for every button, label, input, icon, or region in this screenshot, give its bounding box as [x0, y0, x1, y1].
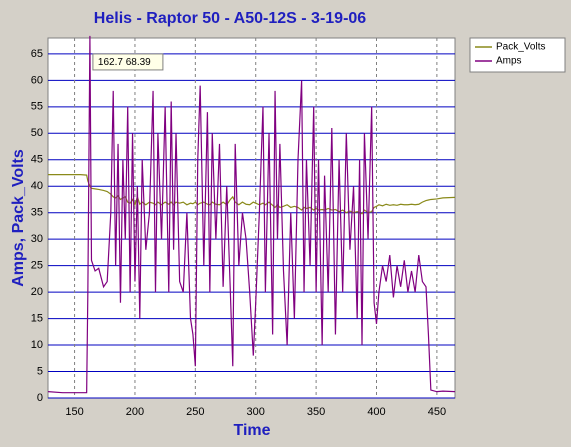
y-tick-label: 65 [31, 48, 43, 60]
x-axis-label: Time [233, 422, 270, 439]
x-tick-label: 400 [367, 406, 385, 418]
y-tick-label: 20 [31, 286, 43, 298]
y-tick-label: 30 [31, 233, 43, 245]
y-tick-label: 50 [31, 127, 43, 139]
annotation-box [92, 53, 164, 71]
x-tick-label: 250 [186, 406, 204, 418]
y-tick-label: 25 [31, 260, 43, 272]
x-tick-label: 450 [428, 406, 446, 418]
y-tick-label: 15 [31, 312, 43, 324]
series-line [47, 35, 456, 394]
legend-label: Pack_Volts [496, 42, 545, 53]
y-tick-label: 10 [31, 339, 43, 351]
y-tick-label: 45 [31, 154, 43, 166]
y-tick-label: 35 [31, 207, 43, 219]
annotation: 162.7 68.39 [98, 57, 151, 68]
y-tick-label: 5 [37, 365, 43, 377]
legend-label: Amps [496, 56, 522, 67]
plot-area [47, 37, 456, 399]
y-tick-label: 55 [31, 101, 43, 113]
chart-title: Helis - Raptor 50 - A50-12S - 3-19-06 [94, 10, 367, 27]
x-tick-label: 150 [65, 406, 83, 418]
x-tick-label: 350 [307, 406, 325, 418]
y-axis-label: Amps, Pack_Volts [10, 149, 27, 287]
x-tick-label: 300 [247, 406, 265, 418]
y-tick-label: 40 [31, 180, 43, 192]
legend [469, 37, 566, 73]
x-tick-label: 200 [126, 406, 144, 418]
y-tick-label: 0 [37, 392, 43, 404]
y-tick-label: 60 [31, 74, 43, 86]
